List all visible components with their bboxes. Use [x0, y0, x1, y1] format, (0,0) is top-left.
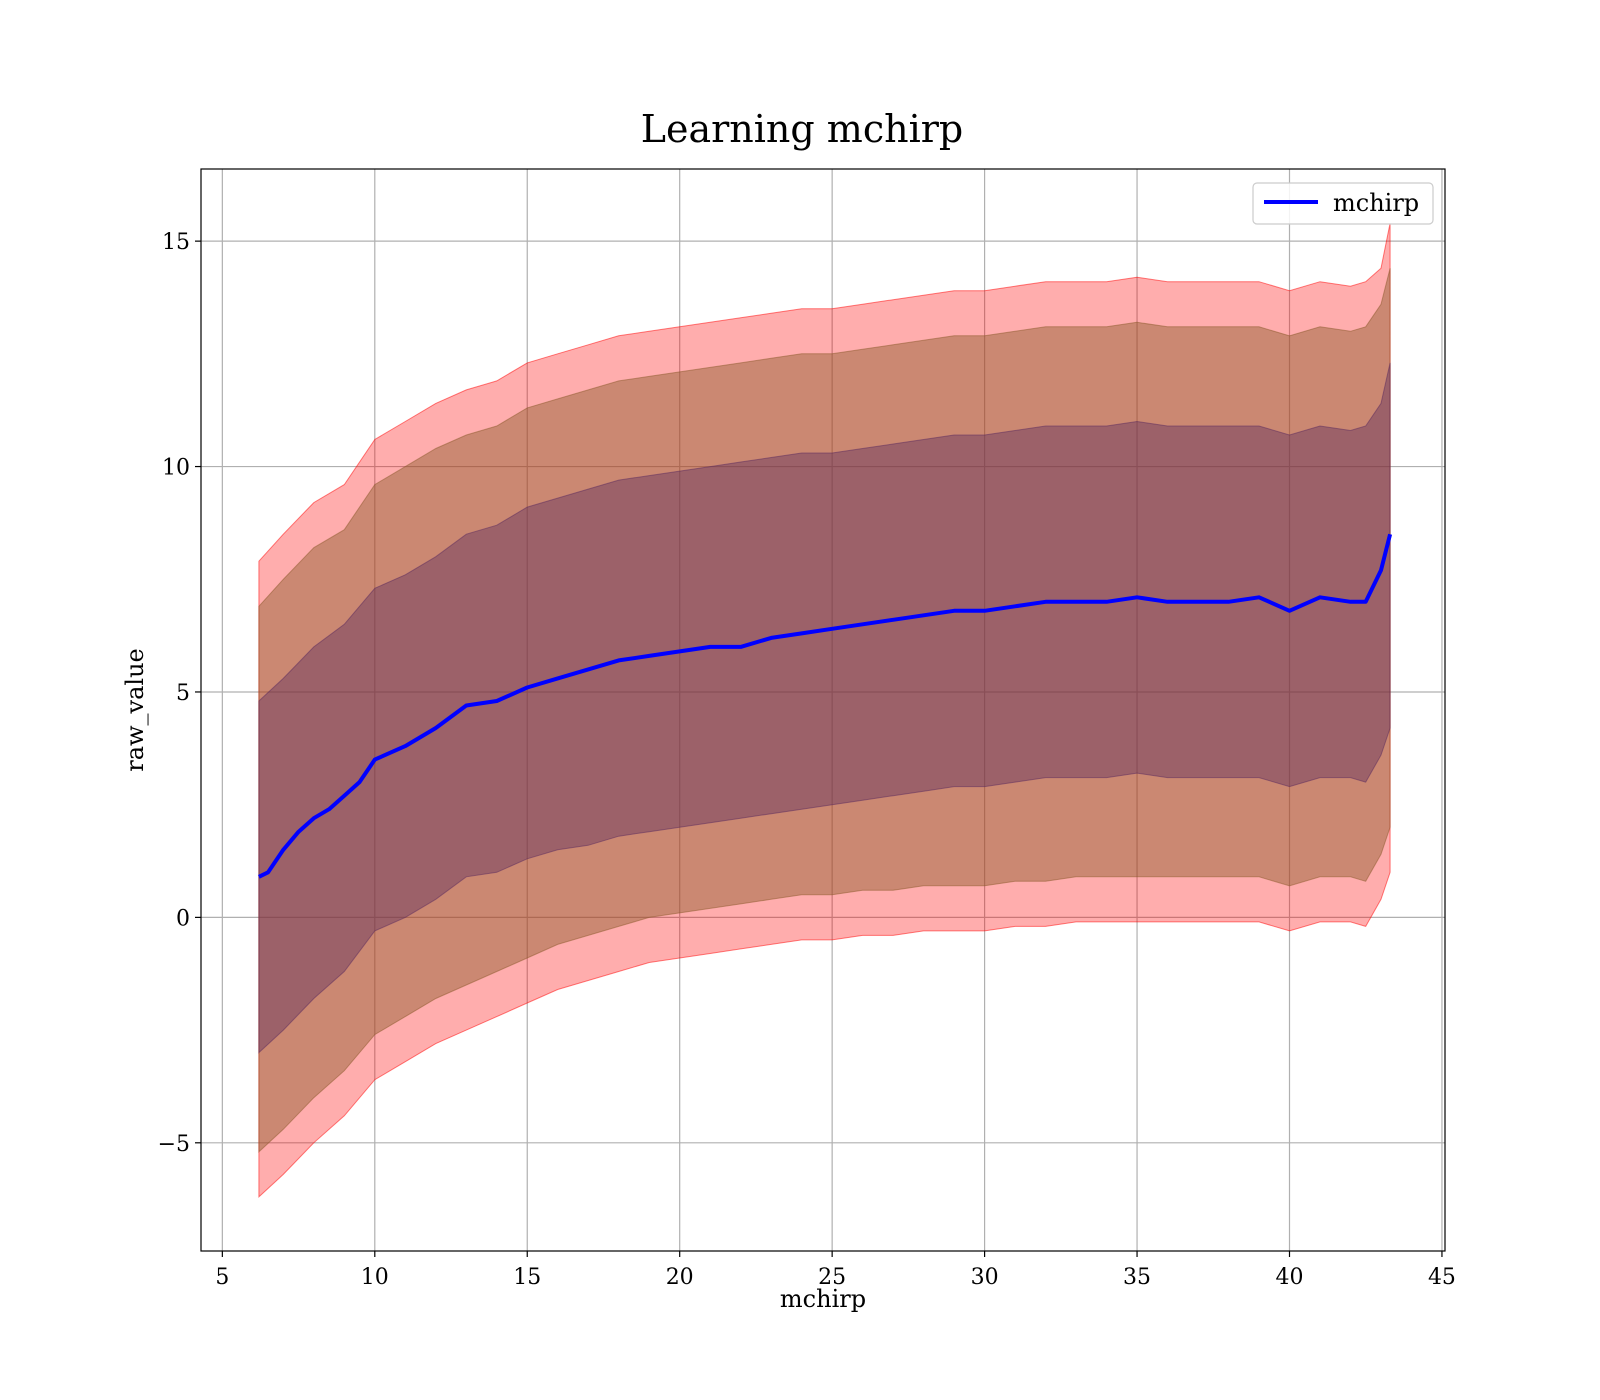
legend: mchirp	[1252, 182, 1434, 225]
x-tick-label: 15	[513, 1265, 541, 1290]
x-axis-label: mchirp	[780, 1285, 866, 1313]
legend-label-mchirp: mchirp	[1333, 189, 1419, 217]
series-line-mchirp	[258, 533, 1393, 879]
y-tick-label: −5	[158, 1132, 190, 1157]
y-tick-label: 0	[176, 906, 190, 931]
band-1	[258, 223, 1391, 1199]
band-3	[258, 362, 1391, 1054]
y-tick-label: 10	[162, 456, 190, 481]
x-tick-label: 35	[1123, 1265, 1151, 1290]
y-axis-ticks: −5 0 5 10 15	[158, 230, 201, 1157]
x-tick-label: 20	[666, 1265, 694, 1290]
band-layer	[258, 223, 1391, 1199]
y-tick-label: 5	[176, 681, 190, 706]
x-tick-label: 10	[361, 1265, 389, 1290]
plot-frame	[200, 168, 1446, 1252]
chart-title: Learning mchirp	[641, 107, 963, 151]
y-axis-label: raw_value	[121, 648, 149, 772]
band-2	[258, 268, 1391, 1153]
x-tick-label: 40	[1276, 1265, 1304, 1290]
x-tick-label: 30	[971, 1265, 999, 1290]
x-tick-label: 45	[1428, 1265, 1456, 1290]
y-tick-label: 15	[162, 230, 190, 255]
grid-layer	[201, 169, 1445, 1251]
line-layer	[258, 533, 1393, 879]
x-tick-label: 25	[818, 1265, 846, 1290]
legend-box	[1252, 182, 1434, 225]
x-tick-label: 5	[215, 1265, 229, 1290]
x-axis-ticks: 5 10 15 20 25 30 35 40 45	[215, 1251, 1456, 1290]
